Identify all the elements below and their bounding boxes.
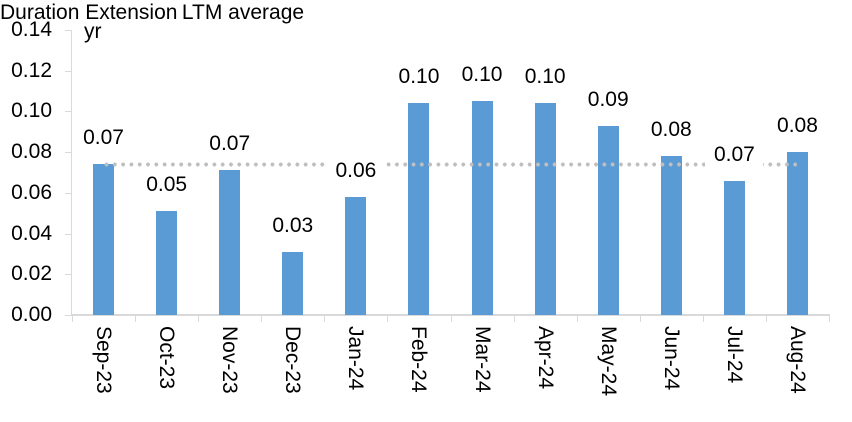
bar-value-label: 0.03 (263, 212, 322, 239)
bar-oct-23 (156, 211, 178, 315)
x-tick-mark (639, 315, 641, 322)
y-axis-unit-label: yr (84, 20, 102, 43)
bar-jan-24 (345, 196, 367, 315)
x-tick-mark (72, 315, 73, 322)
y-tick-mark (65, 192, 72, 194)
bar-value-label: 0.08 (768, 113, 827, 140)
y-tick-mark (65, 111, 72, 113)
y-tick-mark (65, 152, 72, 154)
x-tick-mark (576, 315, 578, 322)
bar-value-label: 0.05 (137, 172, 196, 199)
x-axis-label-dec-23: Dec-23 (281, 326, 305, 394)
x-tick-mark (324, 315, 326, 322)
bar-value-label: 0.07 (705, 141, 764, 168)
bar-aug-24 (786, 152, 808, 315)
y-tick-mark (65, 274, 72, 276)
y-tick-label: 0.02 (11, 262, 52, 286)
bar-value-label: 0.07 (200, 131, 259, 158)
x-axis-label-jul-24: Jul-24 (722, 326, 746, 384)
x-axis-label-may-24: May-24 (596, 326, 620, 397)
y-tick-label: 0.12 (11, 58, 52, 82)
x-tick-mark (261, 315, 263, 322)
x-tick-mark (829, 315, 830, 322)
bar-feb-24 (408, 103, 430, 315)
x-tick-mark (450, 315, 452, 322)
y-tick-label: 0.04 (11, 221, 52, 245)
x-axis-label-nov-23: Nov-23 (218, 326, 242, 394)
ltm-average-line (103, 161, 798, 167)
bar-value-label: 0.08 (642, 117, 701, 144)
bar-mar-24 (471, 101, 493, 315)
bar-value-label: 0.10 (453, 62, 512, 89)
y-tick-mark (65, 315, 72, 316)
x-axis-label-feb-24: Feb-24 (407, 326, 431, 393)
y-tick-label: 0.08 (11, 140, 52, 164)
bar-value-label: 0.10 (516, 64, 575, 91)
x-axis-label-oct-23: Oct-23 (155, 326, 179, 390)
x-tick-mark (135, 315, 137, 322)
y-tick-label: 0.10 (11, 99, 52, 123)
y-tick-mark (65, 233, 72, 235)
x-axis-label-jan-24: Jan-24 (344, 326, 368, 391)
bar-value-label: 0.06 (326, 157, 385, 184)
x-axis-label-jun-24: Jun-24 (659, 326, 683, 391)
bar-sep-23 (93, 164, 115, 315)
bar-jun-24 (660, 156, 682, 315)
legend-duration-extension-label: Duration Extension (0, 1, 178, 24)
x-tick-mark (513, 315, 515, 322)
x-tick-mark (702, 315, 704, 322)
bar-value-label: 0.09 (579, 86, 638, 113)
x-tick-mark (765, 315, 767, 322)
x-axis-label-mar-24: Mar-24 (470, 326, 494, 393)
bar-jul-24 (723, 180, 745, 315)
chart-legend: Duration Extension LTM average (0, 0, 852, 26)
y-axis-line (71, 30, 72, 316)
bar-dec-23 (282, 251, 304, 315)
legend-ltm-average-label: LTM average (181, 1, 305, 24)
bar-value-label: 0.10 (389, 64, 448, 91)
bar-apr-24 (534, 103, 556, 315)
x-axis-label-sep-23: Sep-23 (92, 326, 116, 394)
x-axis-label-aug-24: Aug-24 (785, 326, 809, 394)
y-tick-label: 0.14 (11, 18, 52, 41)
y-tick-label: 0.00 (11, 303, 52, 326)
x-tick-mark (198, 315, 200, 322)
x-axis-label-apr-24: Apr-24 (533, 326, 557, 390)
y-tick-mark (65, 30, 72, 31)
y-tick-mark (65, 70, 72, 72)
bar-may-24 (597, 125, 619, 315)
bar-value-label: 0.07 (74, 125, 133, 152)
bar-nov-23 (219, 170, 241, 315)
x-tick-mark (387, 315, 389, 322)
y-tick-label: 0.06 (11, 180, 52, 204)
